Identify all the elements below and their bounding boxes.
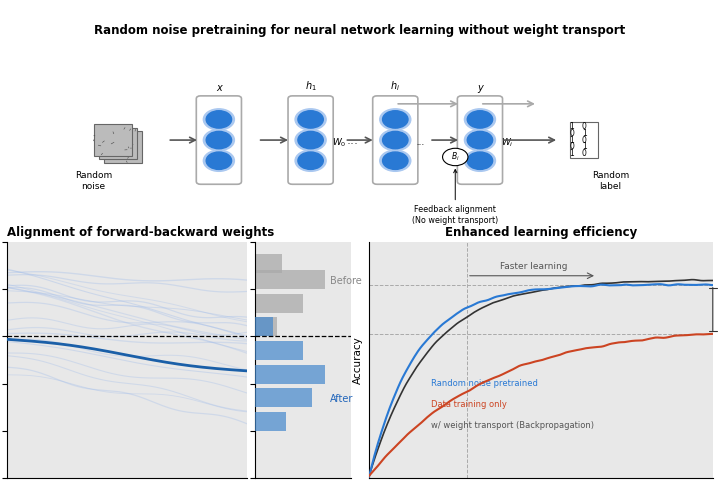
Circle shape xyxy=(298,111,323,128)
Text: Random noise pretrained: Random noise pretrained xyxy=(431,379,537,388)
Circle shape xyxy=(298,131,323,149)
Text: $h_1$: $h_1$ xyxy=(305,79,317,93)
Text: Data training only: Data training only xyxy=(431,400,506,409)
Text: 1: 1 xyxy=(582,129,587,138)
Text: 1: 1 xyxy=(570,122,574,131)
Text: ...: ... xyxy=(347,134,359,146)
Bar xyxy=(256,365,325,384)
Text: 1: 1 xyxy=(570,149,574,158)
Text: Feedback alignment
(No weight transport): Feedback alignment (No weight transport) xyxy=(412,170,498,225)
Circle shape xyxy=(379,109,411,130)
Text: x: x xyxy=(216,83,222,93)
Bar xyxy=(256,254,282,273)
Circle shape xyxy=(382,111,408,128)
Text: Random noise pretraining for neural network learning without weight transport: Random noise pretraining for neural netw… xyxy=(94,24,626,37)
Text: 1: 1 xyxy=(582,142,587,151)
Circle shape xyxy=(206,111,232,128)
Circle shape xyxy=(464,129,495,151)
Circle shape xyxy=(467,111,492,128)
Bar xyxy=(256,270,325,289)
Y-axis label: Accuracy: Accuracy xyxy=(353,336,363,384)
Circle shape xyxy=(382,152,408,170)
Circle shape xyxy=(295,109,326,130)
Circle shape xyxy=(295,150,326,171)
FancyBboxPatch shape xyxy=(104,131,143,162)
Text: After: After xyxy=(330,394,353,404)
Circle shape xyxy=(443,148,468,166)
Text: w/ weight transport (Backpropagation): w/ weight transport (Backpropagation) xyxy=(431,421,593,430)
Circle shape xyxy=(298,152,323,170)
Circle shape xyxy=(206,131,232,149)
Text: 0: 0 xyxy=(582,122,587,131)
Text: Alignment of forward-backward weights: Alignment of forward-backward weights xyxy=(7,226,274,239)
Text: Random
noise: Random noise xyxy=(75,171,112,191)
Bar xyxy=(256,317,273,336)
Circle shape xyxy=(464,150,495,171)
Circle shape xyxy=(382,131,408,149)
Bar xyxy=(256,341,303,360)
FancyBboxPatch shape xyxy=(99,128,138,159)
FancyBboxPatch shape xyxy=(373,96,418,184)
Bar xyxy=(256,317,277,336)
Text: Faster learning: Faster learning xyxy=(500,262,567,271)
Text: y: y xyxy=(477,83,483,93)
Circle shape xyxy=(203,150,235,171)
Text: Random
label: Random label xyxy=(592,171,629,191)
Bar xyxy=(256,388,312,407)
Bar xyxy=(256,294,303,313)
Text: $B_i$: $B_i$ xyxy=(451,151,459,163)
Circle shape xyxy=(203,109,235,130)
Text: 0: 0 xyxy=(582,149,587,158)
Text: Before: Before xyxy=(330,276,361,286)
FancyBboxPatch shape xyxy=(457,96,503,184)
Circle shape xyxy=(203,129,235,151)
Text: 1: 1 xyxy=(570,136,574,144)
Circle shape xyxy=(467,131,492,149)
FancyBboxPatch shape xyxy=(94,124,132,156)
Text: 0: 0 xyxy=(582,136,587,144)
Circle shape xyxy=(295,129,326,151)
Bar xyxy=(256,412,286,431)
FancyBboxPatch shape xyxy=(288,96,333,184)
Text: ...: ... xyxy=(416,138,425,147)
Text: $h_i$: $h_i$ xyxy=(390,79,400,93)
Circle shape xyxy=(379,150,411,171)
Title: Enhanced learning efficiency: Enhanced learning efficiency xyxy=(444,226,636,239)
Circle shape xyxy=(467,152,492,170)
Text: $W_i$: $W_i$ xyxy=(501,136,514,149)
FancyBboxPatch shape xyxy=(197,96,241,184)
Circle shape xyxy=(379,129,411,151)
Text: 0: 0 xyxy=(570,142,574,151)
Text: $W_0$: $W_0$ xyxy=(332,136,346,149)
Circle shape xyxy=(206,152,232,170)
Text: 0: 0 xyxy=(570,129,574,138)
Circle shape xyxy=(464,109,495,130)
FancyBboxPatch shape xyxy=(570,122,598,158)
